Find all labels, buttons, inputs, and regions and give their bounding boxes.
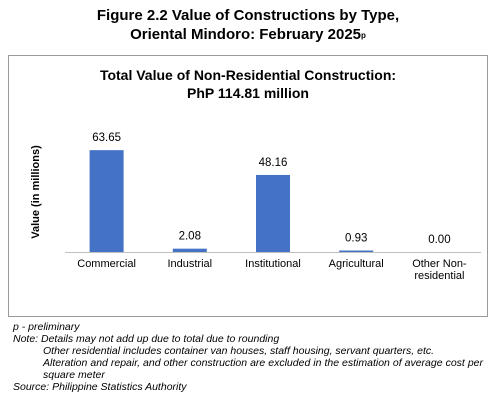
figure-title: Figure 2.2 Value of Constructions by Typ… xyxy=(0,6,496,44)
data-label-3: 0.93 xyxy=(345,233,367,245)
other-residential-note: Other residential includes container van… xyxy=(43,345,435,357)
category-label-2: Institutional xyxy=(245,258,301,270)
bar-chart: Value (in millions) 63.65 Commercial 2.08 In… xyxy=(30,132,481,282)
category-label-0: Commercial xyxy=(77,258,136,270)
data-label-4: 0.00 xyxy=(428,234,450,246)
bar-3 xyxy=(339,250,374,252)
data-label-0: 63.65 xyxy=(92,132,121,144)
figure-title-line2-wrap: Oriental Mindoro: February 2025p xyxy=(0,25,496,44)
source-note: Source: Philippine Statistics Authority xyxy=(13,381,187,393)
bar-0 xyxy=(89,150,124,252)
category-label-3: Agricultural xyxy=(329,258,384,270)
category-label-1: Industrial xyxy=(167,258,212,270)
preliminary-superscript: p xyxy=(361,31,366,40)
preliminary-note: p - preliminary xyxy=(13,321,80,333)
figure-title-line2: Oriental Mindoro: February 2025 xyxy=(130,26,361,43)
chart-title: Total Value of Non-Residential Construct… xyxy=(9,66,487,102)
category-label-4-line0: Other Non- xyxy=(412,258,467,270)
bar-1 xyxy=(172,248,207,252)
alteration-note: Alteration and repair, and other constru… xyxy=(43,357,483,381)
chart-subtitle: PhP 114.81 million xyxy=(187,85,309,101)
bar-2 xyxy=(256,174,290,252)
notes-section: p - preliminary Note: Details may not ad… xyxy=(13,321,483,393)
chart-title-line: Total Value of Non-Residential Construct… xyxy=(99,67,397,83)
chart-container: Total Value of Non-Residential Construct… xyxy=(8,55,488,317)
figure-title-line1: Figure 2.2 Value of Constructions by Typ… xyxy=(96,7,400,24)
y-axis-label: Value (in millions) xyxy=(30,145,42,239)
rounding-note: Note: Details may not add up due to tota… xyxy=(13,333,280,345)
data-label-1: 2.08 xyxy=(179,231,201,243)
data-label-2: 48.16 xyxy=(259,157,288,169)
category-label-4-line1: residential xyxy=(414,270,464,282)
